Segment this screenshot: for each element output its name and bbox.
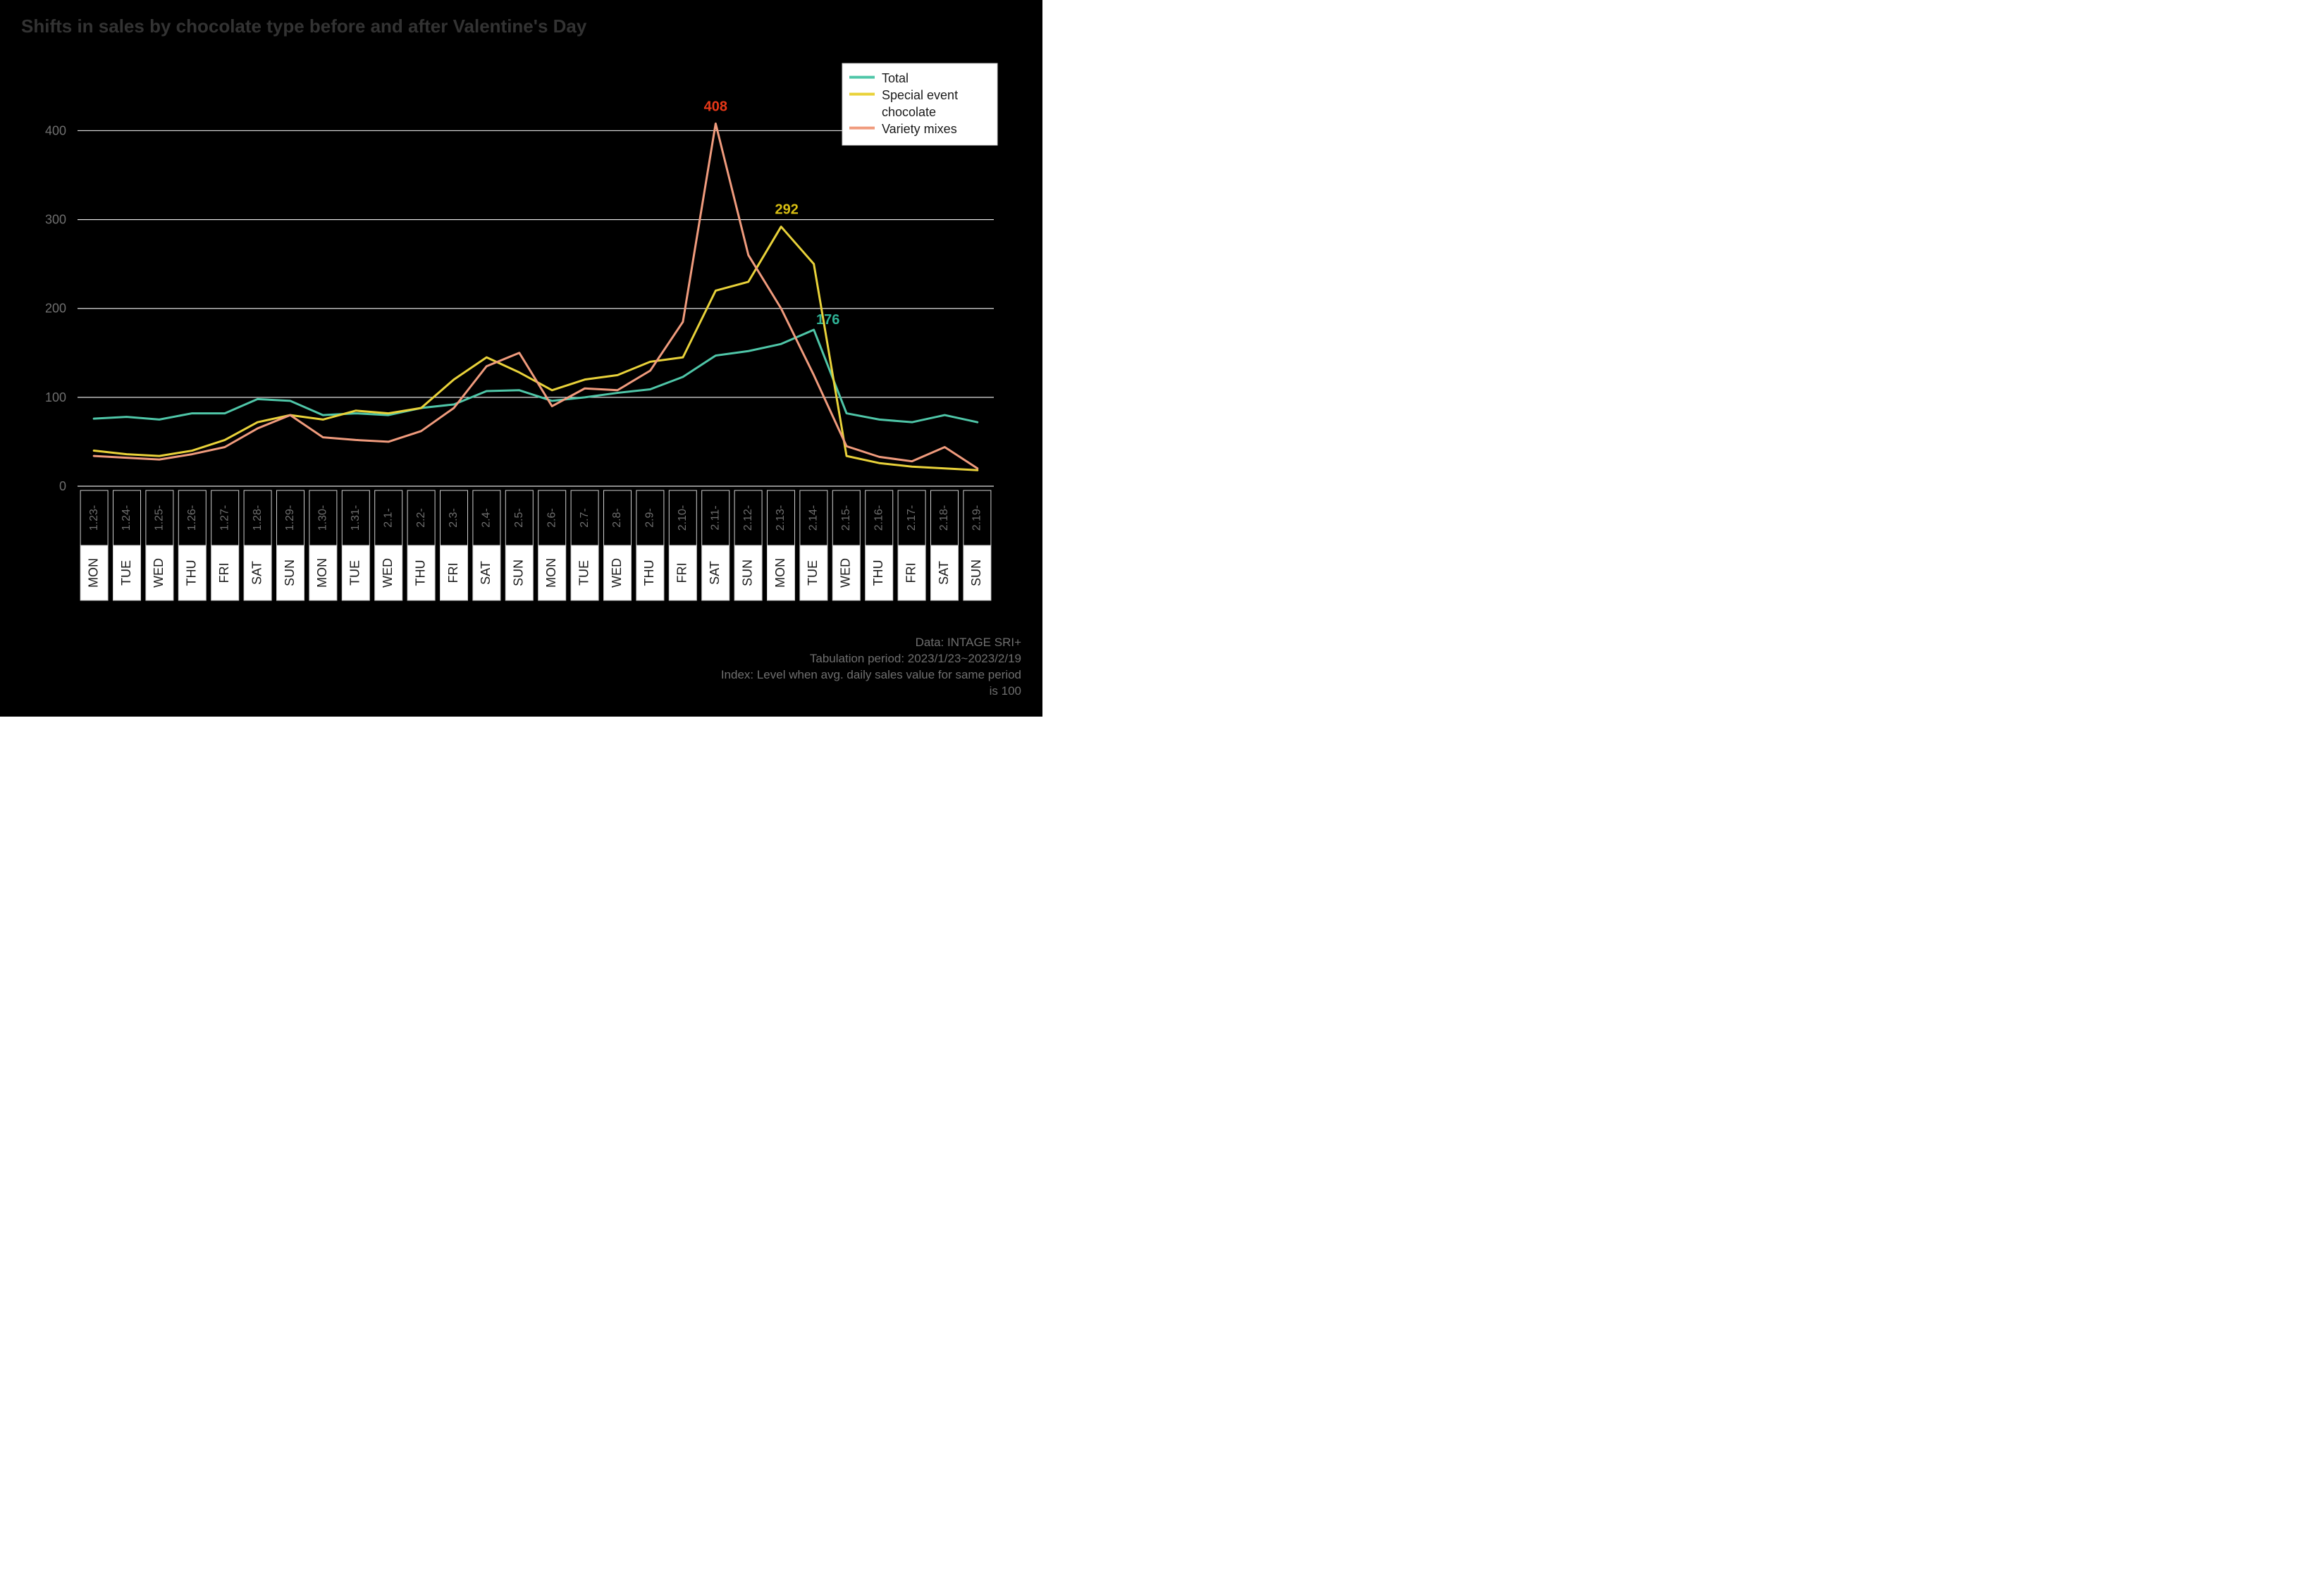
xaxis-dow-label: WED	[610, 558, 624, 588]
chart-container: Shifts in sales by chocolate type before…	[0, 0, 1042, 717]
xaxis-date-label: 2.4-	[481, 508, 493, 528]
xaxis-date-label: 2.3-	[448, 508, 460, 528]
legend-label: chocolate	[882, 105, 936, 119]
xaxis-date-label: 1.23-	[88, 505, 100, 531]
xaxis-date-label: 2.15-	[840, 505, 852, 531]
xaxis-dow-label: THU	[413, 560, 427, 586]
xaxis-dow-label: FRI	[446, 563, 460, 583]
xaxis-date-label: 1.29-	[284, 505, 296, 531]
xaxis-dow-label: MON	[773, 558, 787, 588]
xaxis-dow-label: SAT	[479, 561, 493, 585]
legend-label: Special event	[882, 88, 958, 102]
xaxis-date-label: 2.10-	[677, 505, 689, 531]
legend: Total Special event chocolate Variety mixes	[842, 63, 997, 145]
series-line	[94, 227, 978, 471]
xaxis-dow-label: FRI	[217, 563, 231, 583]
y-tick-label: 100	[45, 390, 66, 404]
xaxis-dow-label: TUE	[806, 560, 820, 586]
xaxis-dow-label: WED	[381, 558, 395, 588]
xaxis-date-label: 2.7-	[579, 508, 591, 528]
series-line	[94, 330, 978, 422]
xaxis-date-label: 1.30-	[317, 505, 329, 531]
xaxis-dow-label: TUE	[348, 560, 362, 586]
xaxis-dow-label: FRI	[904, 563, 918, 583]
xaxis-date-label: 2.9-	[644, 508, 656, 528]
xaxis-date-label: 2.5-	[513, 508, 525, 528]
series-line	[94, 123, 978, 468]
xaxis-dow-label: SAT	[708, 561, 722, 585]
xaxis-dow-label: SUN	[969, 559, 983, 586]
xaxis-date-label: 2.1-	[382, 508, 394, 528]
xaxis-date-label: 1.28-	[252, 505, 264, 531]
xaxis-date-label: 2.8-	[611, 508, 623, 528]
xaxis-dow-label: SUN	[740, 559, 754, 586]
footer-line: is 100	[721, 683, 1021, 700]
xaxis-date-label: 2.19-	[971, 505, 983, 531]
xaxis-dow-label: THU	[185, 560, 199, 586]
peak-label: 292	[775, 202, 799, 218]
xaxis-date-label: 2.2-	[415, 508, 427, 528]
xaxis-dow-label: WED	[839, 558, 853, 588]
peak-label: 408	[704, 99, 727, 114]
xaxis-dow-label: MON	[86, 558, 100, 588]
xaxis-date-label: 2.12-	[742, 505, 754, 531]
xaxis-date-label: 1.26-	[186, 505, 198, 531]
footer-line: Data: INTAGE SRI+	[721, 635, 1021, 651]
line-chart: 0 100 200 300 400 176 292 408 1.23- MON 1.24- TUE 1.…	[0, 0, 1042, 717]
xaxis-date-label: 2.13-	[775, 505, 787, 531]
xaxis-date-label: 2.11-	[709, 505, 721, 530]
xaxis-date-label: 2.17-	[906, 505, 918, 531]
peak-label: 176	[816, 312, 839, 328]
y-tick-label: 0	[59, 479, 66, 493]
legend-label: Total	[882, 71, 909, 85]
xaxis-dow-label: THU	[871, 560, 885, 586]
xaxis-dow-label: TUE	[577, 560, 591, 586]
xaxis-date-label: 1.24-	[121, 505, 133, 531]
xaxis-dow-label: THU	[642, 560, 656, 586]
xaxis-dow-label: MON	[315, 558, 329, 588]
footer-line: Tabulation period: 2023/1/23~2023/2/19	[721, 651, 1021, 667]
xaxis-dow-label: SUN	[283, 559, 297, 586]
xaxis-dow-label: FRI	[675, 563, 689, 583]
xaxis-date-label: 2.14-	[808, 505, 820, 531]
xaxis-date-label: 1.27-	[218, 505, 230, 531]
xaxis-dow-label: TUE	[119, 560, 133, 586]
chart-footer: Data: INTAGE SRI+Tabulation period: 2023…	[721, 635, 1021, 700]
xaxis-dow-label: WED	[152, 558, 166, 588]
xaxis-dow-label: MON	[544, 558, 558, 588]
xaxis-dow-label: SUN	[512, 559, 526, 586]
y-tick-label: 400	[45, 123, 66, 137]
xaxis-date-label: 2.16-	[873, 505, 885, 531]
xaxis-date-label: 2.6-	[546, 508, 558, 528]
xaxis-date-label: 1.25-	[154, 505, 166, 531]
legend-label: Variety mixes	[882, 122, 957, 136]
y-tick-label: 300	[45, 213, 66, 227]
xaxis-date-label: 1.31-	[350, 505, 362, 531]
xaxis-date-label: 2.18-	[938, 505, 950, 531]
y-tick-label: 200	[45, 302, 66, 316]
xaxis-dow-label: SAT	[250, 561, 264, 585]
footer-line: Index: Level when avg. daily sales value…	[721, 667, 1021, 683]
xaxis-dow-label: SAT	[937, 561, 951, 585]
